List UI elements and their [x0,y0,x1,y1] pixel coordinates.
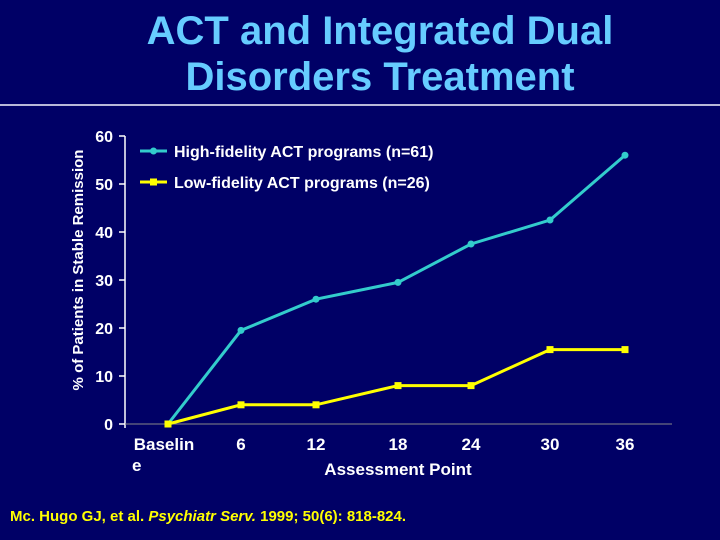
citation-authors: Mc. Hugo GJ, et al. [10,508,145,525]
legend-marker [150,178,157,186]
data-point [467,382,475,390]
data-point [237,401,245,409]
data-point [164,420,172,428]
title-divider [0,104,720,106]
slide-title: ACT and Integrated Dual Disorders Treatm… [100,8,660,100]
data-point [394,278,402,286]
y-tick-label: 50 [95,177,113,194]
y-tick-label: 40 [95,225,113,242]
x-tick-label: 30 [541,435,560,454]
citation-details: 1999; 50(6): 818-824. [260,508,407,525]
citation: Mc. Hugo GJ, et al. Psychiatr Serv. 1999… [10,508,406,525]
y-axis-label: % of Patients in Stable Remission [70,150,87,391]
slide-title-line1: ACT and Integrated Dual [146,9,614,53]
x-tick-label: 12 [307,435,326,454]
data-point [237,326,245,334]
data-point [394,382,402,390]
x-tick-label: 6 [236,435,245,454]
data-point [467,240,475,248]
legend-label: High-fidelity ACT programs (n=61) [174,144,433,161]
legend-marker [150,147,157,155]
slide-title-line2: Disorders Treatment [185,55,575,99]
y-tick-label: 20 [95,321,113,338]
x-tick-label: Baselin e [132,435,194,475]
x-axis-label: Assessment Point [324,460,472,479]
data-point [546,216,554,224]
y-tick-label: 0 [104,417,113,434]
x-tick-label: 18 [389,435,408,454]
y-tick-label: 60 [95,129,113,146]
citation-journal: Psychiatr Serv. [148,508,256,525]
data-point [312,401,320,409]
data-point [621,151,629,159]
y-tick-label: 30 [95,273,113,290]
x-tick-label: 24 [462,435,481,454]
x-tick-label: 36 [616,435,635,454]
y-tick-label: 10 [95,369,113,386]
data-point [312,295,320,303]
data-point [546,346,554,354]
legend-label: Low-fidelity ACT programs (n=26) [174,175,430,192]
data-point [621,346,629,354]
